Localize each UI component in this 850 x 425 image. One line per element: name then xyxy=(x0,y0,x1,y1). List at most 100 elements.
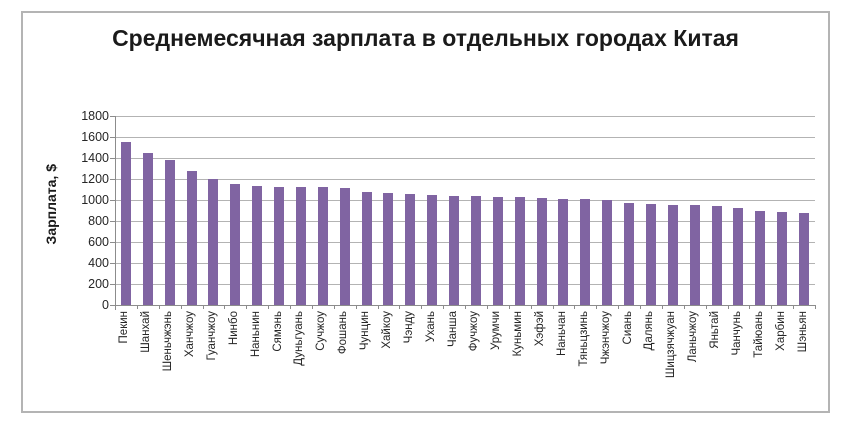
x-axis-category-label: Наньнин xyxy=(249,311,262,358)
y-tick-mark xyxy=(110,179,115,180)
bar xyxy=(164,160,175,305)
gridline xyxy=(115,200,815,201)
x-tick-mark xyxy=(596,305,598,309)
x-axis-category-label: Чанчунь xyxy=(730,311,743,356)
bar xyxy=(142,152,153,305)
y-tick-label: 1000 xyxy=(81,193,109,207)
x-tick-mark xyxy=(180,305,182,309)
y-tick-label: 1600 xyxy=(81,130,109,144)
bar xyxy=(405,193,416,305)
x-tick-mark xyxy=(290,305,291,309)
x-axis-category-label: Нинбо xyxy=(227,311,240,346)
x-axis-category-label: Сиань xyxy=(621,311,634,345)
x-tick-mark xyxy=(136,305,138,309)
x-tick-mark xyxy=(793,305,795,309)
gridline xyxy=(115,158,815,159)
x-axis-category-label: Фучжоу xyxy=(468,311,481,352)
x-axis-category-label: Чанша xyxy=(446,311,459,348)
x-tick-mark xyxy=(158,305,160,309)
bar xyxy=(624,203,635,305)
bar xyxy=(667,205,678,305)
x-tick-mark xyxy=(443,305,445,309)
x-axis-category-label: Сучжоу xyxy=(315,311,328,351)
gridline xyxy=(115,284,815,285)
x-tick-mark xyxy=(618,305,620,309)
x-tick-mark xyxy=(552,305,554,309)
gridline xyxy=(115,242,815,243)
bar xyxy=(755,210,766,305)
x-tick-mark xyxy=(355,305,357,309)
y-tick-label: 0 xyxy=(102,298,109,312)
gridline xyxy=(115,221,815,222)
bar xyxy=(536,197,547,305)
x-tick-mark xyxy=(530,305,532,309)
x-tick-mark xyxy=(421,305,423,309)
y-tick-mark xyxy=(110,137,115,138)
x-tick-mark xyxy=(224,305,226,309)
bar xyxy=(711,206,722,305)
x-tick-mark xyxy=(377,305,379,309)
bar xyxy=(361,191,372,305)
x-axis-category-label: Наньчан xyxy=(555,311,568,357)
bar xyxy=(799,212,810,305)
bar xyxy=(208,179,219,305)
x-tick-mark xyxy=(727,305,729,309)
x-tick-mark xyxy=(683,305,685,309)
x-tick-mark xyxy=(399,305,401,309)
gridline xyxy=(115,116,815,117)
x-tick-mark xyxy=(705,305,707,309)
bar xyxy=(339,188,350,305)
y-tick-label: 1800 xyxy=(81,109,109,123)
y-tick-label: 1400 xyxy=(81,151,109,165)
x-axis-category-label: Шэньян xyxy=(796,311,809,353)
bar xyxy=(558,198,569,305)
x-tick-mark xyxy=(486,305,488,309)
y-tick-mark xyxy=(110,221,115,222)
x-tick-mark xyxy=(311,305,313,309)
x-axis-category-label: Шеньчжэнь xyxy=(162,311,175,372)
x-axis-category-label: Дуньгуань xyxy=(293,311,306,366)
bar xyxy=(230,184,241,305)
x-axis-category-label: Хайкоу xyxy=(380,311,393,349)
y-tick-label: 200 xyxy=(88,277,109,291)
bar xyxy=(186,170,197,305)
y-axis-line xyxy=(115,116,116,310)
x-tick-mark xyxy=(640,305,641,309)
bar xyxy=(295,187,306,305)
y-tick-label: 400 xyxy=(88,256,109,270)
x-axis-category-label: Урумчи xyxy=(490,311,503,350)
x-tick-mark xyxy=(574,305,576,309)
chart-title: Среднемесячная зарплата в отдельных горо… xyxy=(112,25,739,51)
x-tick-mark xyxy=(771,305,773,309)
x-tick-mark xyxy=(333,305,335,309)
y-tick-mark xyxy=(110,263,115,264)
y-tick-mark xyxy=(110,200,115,201)
x-tick-mark xyxy=(115,305,116,309)
bar xyxy=(383,192,394,305)
x-axis-category-label: Чунцин xyxy=(359,311,372,351)
gridline xyxy=(115,137,815,138)
chart-title-wrap: Среднемесячная зарплата в отдельных горо… xyxy=(23,23,828,54)
x-tick-mark xyxy=(749,305,751,309)
x-axis-category-label: Шицзячжуан xyxy=(665,311,678,379)
bar xyxy=(733,208,744,305)
bar xyxy=(689,205,700,305)
bar xyxy=(427,194,438,305)
x-axis-category-label: Фошань xyxy=(337,311,350,355)
x-axis-category-label: Шанхай xyxy=(140,311,153,353)
x-axis-category-label: Тяньцзинь xyxy=(577,311,590,367)
x-axis-category-label: Пекин xyxy=(118,311,131,344)
bar xyxy=(470,195,481,305)
x-axis-category-label: Гуанчжоу xyxy=(205,311,218,361)
x-tick-mark xyxy=(465,305,466,309)
x-tick-mark xyxy=(661,305,663,309)
y-tick-label: 600 xyxy=(88,235,109,249)
bar xyxy=(514,196,525,305)
bar xyxy=(449,195,460,305)
y-tick-mark xyxy=(110,284,115,285)
bar xyxy=(645,204,656,305)
gridline xyxy=(115,179,815,180)
x-axis-category-label: Сямэнь xyxy=(271,311,284,352)
y-tick-mark xyxy=(110,242,115,243)
x-axis-category-label: Харбин xyxy=(774,311,787,351)
